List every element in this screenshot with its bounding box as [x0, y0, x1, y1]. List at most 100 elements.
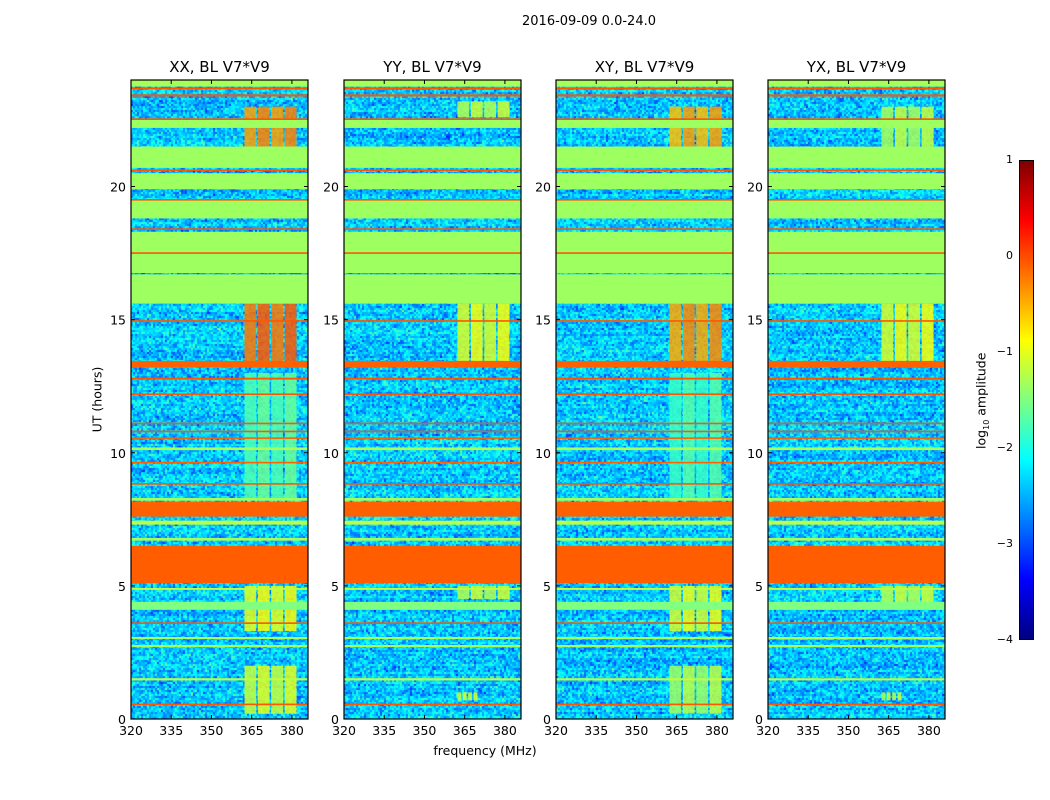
rfi-block	[669, 146, 682, 168]
rfi-block	[284, 372, 297, 499]
y-tick-label: 20	[110, 180, 126, 195]
time-band	[556, 228, 733, 230]
time-band	[131, 393, 308, 395]
rfi-block	[284, 146, 297, 168]
time-band	[344, 545, 521, 584]
x-tick-label: 320	[332, 723, 356, 738]
time-band	[768, 393, 945, 395]
y-tick-label: 5	[755, 579, 763, 594]
time-band	[768, 94, 945, 97]
rfi-block	[709, 665, 722, 714]
x-tick-label: 350	[625, 723, 649, 738]
rfi-block	[886, 692, 891, 701]
rfi-block	[244, 372, 257, 499]
time-band	[131, 199, 308, 219]
time-band	[344, 87, 521, 90]
x-tick-label: 365	[877, 723, 901, 738]
rfi-block	[696, 146, 709, 168]
time-band	[344, 199, 521, 201]
axes-frame	[343, 79, 522, 720]
time-band	[556, 502, 733, 517]
heatmap-plot: 320 335 350 365 380 0 5 10 15 20	[323, 79, 522, 738]
rfi-block	[473, 692, 478, 701]
time-band	[344, 173, 521, 190]
time-band	[344, 274, 521, 304]
rfi-block	[271, 303, 284, 363]
time-band	[344, 422, 521, 425]
time-band	[131, 119, 308, 128]
time-band	[768, 588, 945, 590]
colorbar-label: log10 amplitude	[973, 352, 991, 449]
time-band	[344, 520, 521, 525]
rfi-block	[696, 665, 709, 714]
y-axis-label: UT (hours)	[89, 366, 105, 433]
time-band	[131, 430, 308, 433]
x-tick-label: 365	[240, 723, 264, 738]
rfi-block	[709, 303, 722, 363]
time-band	[768, 703, 945, 706]
time-band	[131, 622, 308, 624]
figure-title: 2016-09-09 0.0-24.0	[522, 14, 656, 29]
rfi-block	[921, 303, 934, 363]
time-band	[131, 118, 308, 120]
time-band	[556, 537, 733, 541]
rfi-block	[682, 665, 695, 714]
rfi-block	[497, 146, 510, 168]
axes-frame	[555, 79, 734, 720]
rfi-block	[484, 101, 497, 118]
time-band	[768, 447, 945, 451]
rfi-block	[462, 692, 467, 701]
time-band	[556, 80, 733, 87]
time-band	[131, 461, 308, 464]
rfi-block	[894, 303, 907, 363]
panel-2: XY, BL V7*V9 320 335 350 365 380 0 5 10 15 20	[535, 58, 734, 738]
time-band	[556, 320, 733, 322]
time-band	[768, 537, 945, 541]
y-tick-label: 10	[747, 446, 763, 461]
time-band	[556, 447, 733, 451]
time-band	[556, 377, 733, 380]
time-band	[131, 360, 308, 368]
time-band	[344, 169, 521, 172]
rfi-block	[468, 692, 472, 701]
time-band	[131, 274, 308, 304]
rfi-block	[470, 146, 483, 168]
colorbar-tick-label: −1	[996, 345, 1013, 358]
time-band	[556, 622, 733, 624]
heatmap-plot: 320 335 350 365 380 0 5 10 15 20	[747, 79, 946, 738]
time-band	[344, 118, 521, 120]
rfi-block	[257, 146, 270, 168]
time-band	[131, 703, 308, 706]
rfi-block	[669, 665, 682, 714]
y-tick-label: 0	[755, 712, 763, 727]
time-band	[344, 199, 521, 219]
colorbar-tick-label: −2	[996, 441, 1013, 454]
rfi-block	[457, 146, 470, 168]
time-band	[768, 430, 945, 433]
time-band	[131, 537, 308, 541]
time-band	[131, 94, 308, 97]
time-band	[768, 252, 945, 254]
x-tick-label: 320	[756, 723, 780, 738]
rfi-block	[709, 146, 722, 168]
colorbar	[1019, 160, 1034, 640]
colorbar-tick-label: 0	[1006, 249, 1013, 262]
time-band	[768, 437, 945, 439]
rfi-block	[244, 665, 257, 714]
panel-title: YX, BL V7*V9	[806, 58, 907, 76]
time-band	[556, 169, 733, 172]
time-band	[344, 119, 521, 128]
time-band	[344, 228, 521, 230]
time-band	[556, 94, 733, 97]
rfi-block	[921, 146, 934, 168]
time-band	[556, 119, 733, 128]
time-band	[131, 483, 308, 485]
x-tick-label: 320	[119, 723, 143, 738]
panel-title: XX, BL V7*V9	[169, 58, 270, 76]
time-band	[131, 377, 308, 380]
x-tick-label: 380	[280, 723, 304, 738]
time-band	[556, 87, 733, 90]
rfi-block	[244, 303, 257, 363]
panel-3: YX, BL V7*V9 320 335 350 365 380 0 5 10 15 20	[747, 58, 946, 738]
time-band	[768, 118, 945, 120]
